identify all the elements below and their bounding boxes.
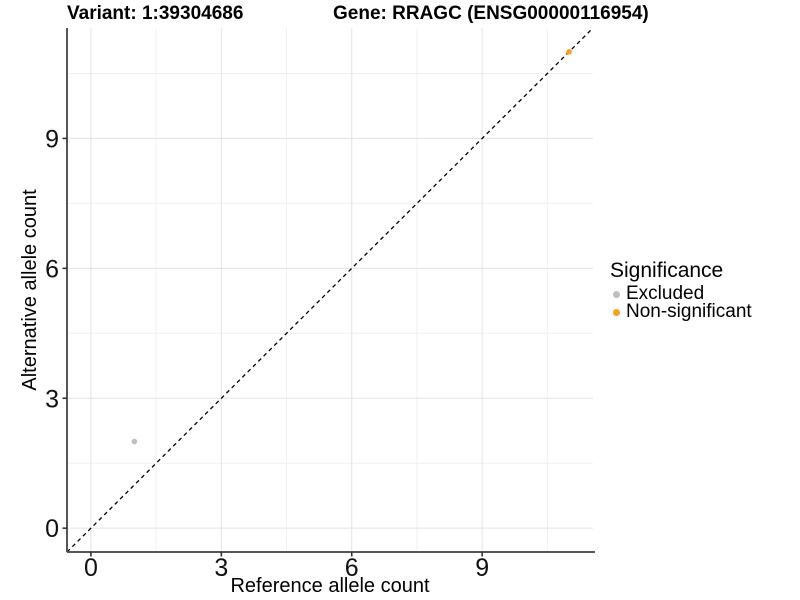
- x-tick-label: 6: [345, 554, 359, 582]
- plot-panel: 0 3 6 9 0 3 6 9: [45, 27, 595, 582]
- x-tick-label: 0: [84, 554, 98, 582]
- y-axis-title: Alternative allele count: [19, 189, 41, 391]
- legend-item-excluded: Excluded: [610, 283, 752, 304]
- x-tick-label: 9: [475, 554, 489, 582]
- y-tick-label: 3: [45, 385, 59, 413]
- variant-title: Variant: 1:39304686: [67, 3, 244, 24]
- y-tick-label: 9: [45, 125, 59, 153]
- legend-item-label-excluded: Excluded: [626, 283, 705, 304]
- legend-title: Significance: [610, 259, 724, 282]
- data-point-excluded: [131, 438, 138, 445]
- y-tick-label: 6: [45, 255, 59, 283]
- gene-title: Gene: RRAGC (ENSG00000116954): [333, 3, 649, 24]
- legend-item-non-significant: Non-significant: [610, 301, 752, 322]
- excluded-point-swatch: [613, 290, 620, 298]
- legend: Significance Excluded Non-significant: [610, 259, 752, 323]
- x-axis-title: Reference allele count: [230, 575, 429, 597]
- legend-item-label-non-significant: Non-significant: [626, 301, 752, 322]
- x-tick-label: 3: [214, 554, 228, 582]
- data-point-non-significant: [566, 49, 572, 55]
- non-significant-point-swatch: [613, 308, 620, 316]
- y-tick-label: 0: [45, 515, 59, 543]
- identity-reference-line: [66, 27, 594, 553]
